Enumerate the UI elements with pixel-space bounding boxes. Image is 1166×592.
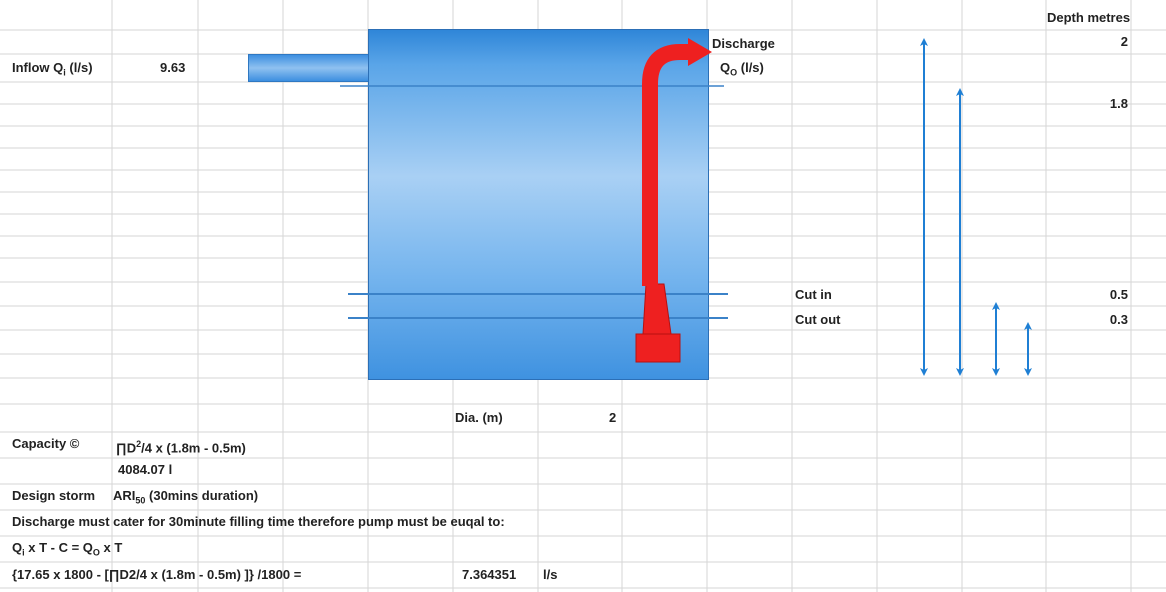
design-storm-value: ARI50 (30mins duration) [113, 488, 258, 509]
capacity-label: Capacity © [12, 436, 79, 452]
pump-rate-calculation: {17.65 x 1800 - [∏D2/4 x (1.8m - 0.5m) ]… [12, 567, 301, 583]
pump-rate-result: 7.364351 [462, 567, 516, 583]
depth-value-1-8: 1.8 [1060, 96, 1128, 112]
depth-value-0-5: 0.5 [1060, 287, 1128, 303]
diameter-value: 2 [609, 410, 616, 426]
depth-value-0-3: 0.3 [1060, 312, 1128, 328]
discharge-label: Discharge [712, 36, 775, 52]
balance-equation: Qi x T - C = QO x T [12, 540, 122, 561]
inflow-label: Inflow Qi (l/s) [12, 60, 93, 81]
pump-rate-unit: l/s [543, 567, 557, 583]
discharge-unit-label: QO (l/s) [720, 60, 764, 81]
depth-value-2: 2 [1060, 34, 1128, 50]
diameter-label: Dia. (m) [455, 410, 503, 426]
design-storm-label: Design storm [12, 488, 95, 504]
capacity-value: 4084.07 l [118, 462, 172, 478]
cut-in-label: Cut in [795, 287, 832, 303]
cut-out-label: Cut out [795, 312, 840, 328]
capacity-formula: ∏D2/4 x (1.8m - 0.5m) [116, 436, 246, 456]
discharge-requirement-note: Discharge must cater for 30minute fillin… [12, 514, 505, 530]
depth-header: Depth metres [1047, 10, 1130, 26]
inflow-value: 9.63 [160, 60, 185, 76]
